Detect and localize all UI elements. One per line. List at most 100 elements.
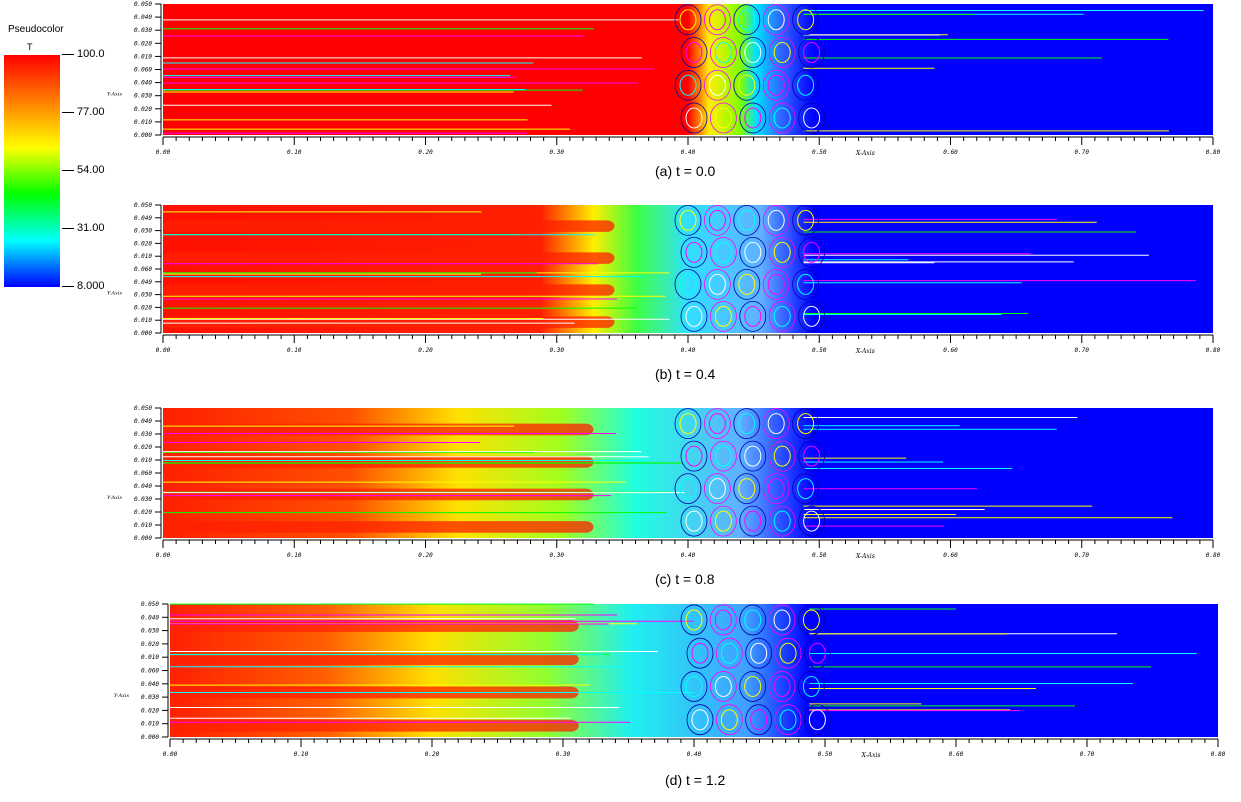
vortex-contour	[762, 204, 790, 236]
y-tick-label: 0.010	[141, 654, 159, 661]
vortex-contour	[779, 642, 797, 664]
y-axis-label: Y-Axis	[107, 291, 122, 297]
vortex-contour	[708, 478, 726, 500]
vortex-contour	[685, 675, 703, 697]
vortex-contour	[773, 107, 791, 129]
y-tick-label: 0.030	[141, 628, 159, 635]
y-tick-label: 0.000	[134, 535, 152, 542]
vortex-contour	[762, 268, 790, 300]
y-tick-label: 0.050	[134, 202, 152, 209]
hot-streak	[170, 653, 579, 666]
vortex-contour	[745, 704, 773, 736]
vortex-contour	[774, 704, 802, 736]
x-tick-label: 0.40	[687, 751, 702, 758]
y-tick-label: 0.040	[141, 681, 159, 688]
vortex-contour	[679, 74, 697, 96]
vortex-contour	[739, 671, 767, 702]
vortex-contour	[798, 236, 825, 268]
vortex-contour	[733, 69, 761, 101]
x-tick-label: 0.30	[550, 347, 565, 354]
vortex-contour	[803, 637, 831, 669]
vortex-contour	[708, 273, 726, 295]
vortex-contour	[744, 510, 762, 532]
x-tick-label: 0.80	[1206, 149, 1221, 156]
vortex-contour	[704, 408, 731, 440]
y-tick-label: 0.040	[134, 215, 152, 222]
vortex-contour	[792, 268, 819, 300]
legend-title: Pseudocolor	[8, 24, 64, 35]
vortex-contour	[767, 413, 785, 435]
vortex-contour	[685, 107, 703, 129]
y-tick-label: 0.040	[134, 483, 152, 490]
y-tick-label: 0.030	[134, 496, 152, 503]
vortex-contour	[798, 300, 825, 332]
x-tick-label: 0.30	[556, 751, 571, 758]
vortex-contour	[773, 241, 791, 263]
vortex-contour	[714, 241, 732, 263]
heatmap-panel-1: 0.00 0.10 0.20 0.30 0.40 0.50 0.60 0.70 0.80 0.05…	[107, 202, 1221, 355]
vortex-contour	[680, 300, 708, 332]
vortex-contour	[685, 305, 703, 327]
vortex-contour	[714, 675, 732, 697]
vortex-contour	[685, 609, 703, 631]
vortex-contour	[714, 305, 732, 327]
x-tick-label: 0.10	[287, 149, 302, 156]
x-axis-label: X-Axis	[855, 150, 875, 157]
vortex-contour	[768, 102, 796, 134]
vortex-contour	[744, 675, 762, 697]
heatmap-panel-0: 0.00 0.10 0.20 0.30 0.40 0.50 0.60 0.70 0.80 0.05…	[107, 1, 1221, 157]
vortex-contour	[680, 440, 708, 472]
x-tick-label: 0.60	[949, 751, 964, 758]
vortex-contour	[679, 209, 697, 231]
vortex-contour	[685, 510, 703, 532]
vortex-contour	[773, 510, 791, 532]
vortex-contour	[803, 445, 821, 467]
vortex-contour	[720, 709, 738, 731]
x-tick-label: 0.60	[943, 552, 958, 559]
vortex-contour	[768, 440, 796, 472]
vortex-contour	[797, 478, 815, 500]
vortex-contour	[680, 236, 708, 268]
vortex-contour	[792, 4, 819, 36]
vortex-contour	[679, 273, 697, 295]
hot-streak	[163, 252, 615, 264]
vortex-contour	[679, 413, 697, 435]
vortex-contour	[710, 440, 737, 472]
vortex-contour	[768, 604, 796, 636]
x-tick-label: 0.30	[550, 149, 565, 156]
vortex-contour	[792, 473, 819, 505]
vortex-contour	[674, 204, 702, 236]
vortex-contour	[797, 273, 815, 295]
vortex-contour	[738, 413, 756, 435]
vortex-contour	[720, 642, 738, 664]
vortex-contour	[679, 9, 697, 31]
colorbar	[4, 55, 60, 287]
vortex-contour	[686, 704, 714, 736]
vortex-contour	[803, 704, 831, 736]
vortex-contour	[674, 473, 702, 505]
y-tick-label: 0.060	[134, 470, 152, 477]
y-tick-label: 0.050	[141, 601, 159, 608]
vortex-contour	[674, 69, 702, 101]
vortex-contour	[797, 9, 815, 31]
vortex-contour	[710, 505, 737, 537]
vortex-contour	[708, 74, 726, 96]
vortex-contour	[733, 4, 761, 36]
legend-tick: 77.00	[62, 106, 105, 118]
y-tick-label: 0.020	[134, 240, 152, 247]
hot-streak	[163, 220, 615, 232]
vortex-contour	[797, 209, 815, 231]
vortex-contour	[686, 637, 714, 669]
vortex-contour	[768, 37, 796, 68]
vortex-contour	[798, 37, 825, 68]
y-tick-label: 0.000	[134, 330, 152, 337]
x-tick-label: 0.70	[1075, 149, 1090, 156]
vortex-contour	[733, 473, 761, 505]
x-tick-label: 0.20	[418, 149, 433, 156]
legend-tick: 8.000	[62, 280, 105, 292]
y-axis-label: Y-Axis	[107, 495, 122, 501]
y-tick-label: 0.010	[134, 317, 152, 324]
vortex-contour	[680, 37, 708, 68]
vortex-contour	[733, 204, 761, 236]
